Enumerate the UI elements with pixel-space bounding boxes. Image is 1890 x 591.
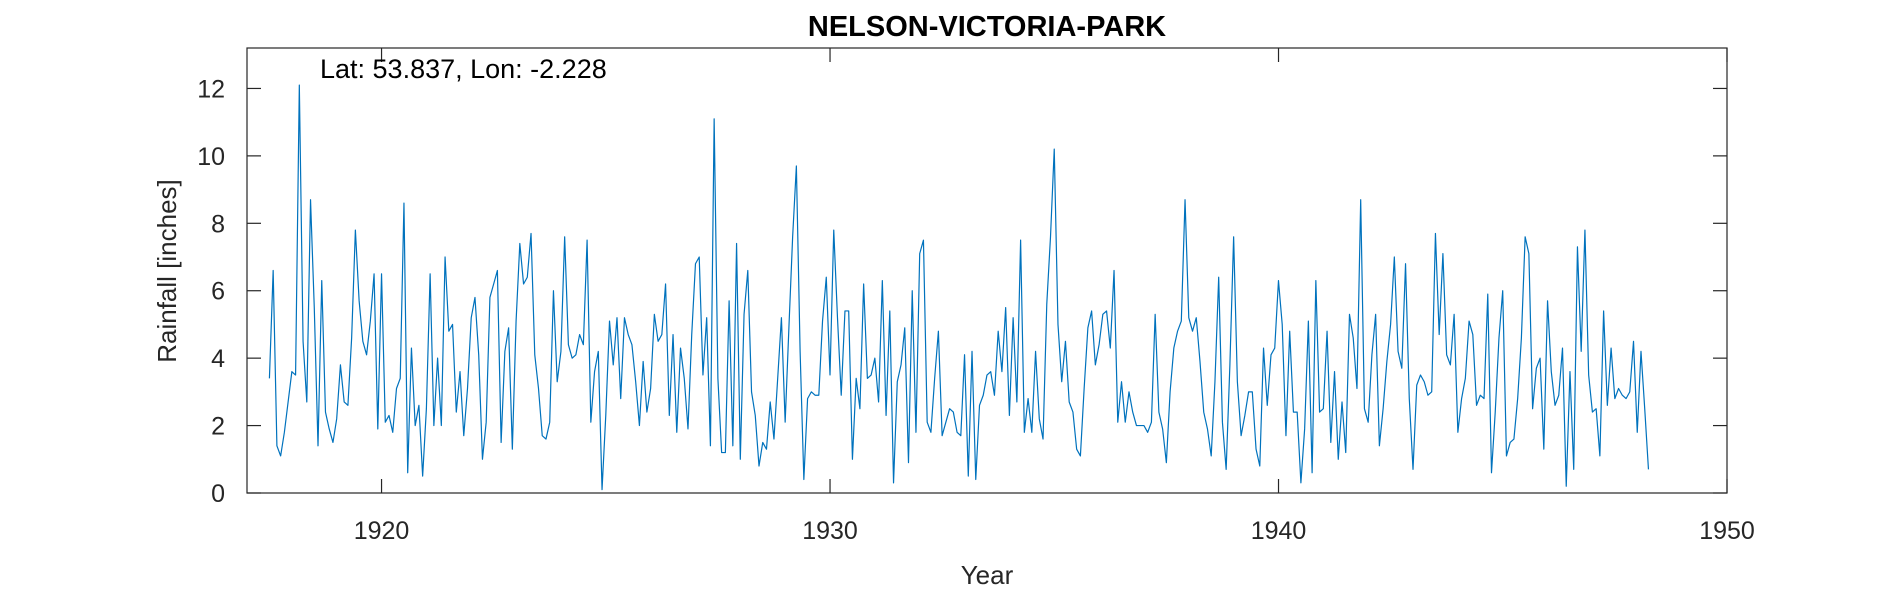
y-tick-label: 10 bbox=[197, 143, 225, 171]
y-ticks: 0 2 4 6 8 10 12 bbox=[197, 75, 1727, 508]
location-annotation: Lat: 53.837, Lon: -2.228 bbox=[320, 54, 607, 84]
y-tick-label: 6 bbox=[211, 278, 225, 306]
series-line-0 bbox=[268, 84, 1650, 491]
y-tick-label: 4 bbox=[211, 345, 225, 373]
plot-area bbox=[247, 48, 1727, 493]
y-tick-label: 12 bbox=[197, 75, 225, 103]
series-group bbox=[268, 84, 1650, 491]
x-ticks: 1920 1930 1940 1950 bbox=[354, 48, 1755, 545]
axes-box bbox=[246, 47, 1728, 494]
y-tick-label: 0 bbox=[211, 480, 225, 508]
x-tick-label: 1930 bbox=[802, 517, 858, 545]
x-tick-label: 1920 bbox=[354, 517, 410, 545]
x-tick-label: 1950 bbox=[1699, 517, 1755, 545]
x-axis-label: Year bbox=[961, 560, 1014, 590]
y-tick-label: 8 bbox=[211, 210, 225, 238]
x-tick-label: 1940 bbox=[1251, 517, 1307, 545]
axes-frame bbox=[246, 47, 1728, 494]
y-axis-label: Rainfall [inches] bbox=[152, 179, 182, 363]
chart-title: NELSON-VICTORIA-PARK bbox=[808, 11, 1166, 43]
y-tick-label: 2 bbox=[211, 413, 225, 441]
